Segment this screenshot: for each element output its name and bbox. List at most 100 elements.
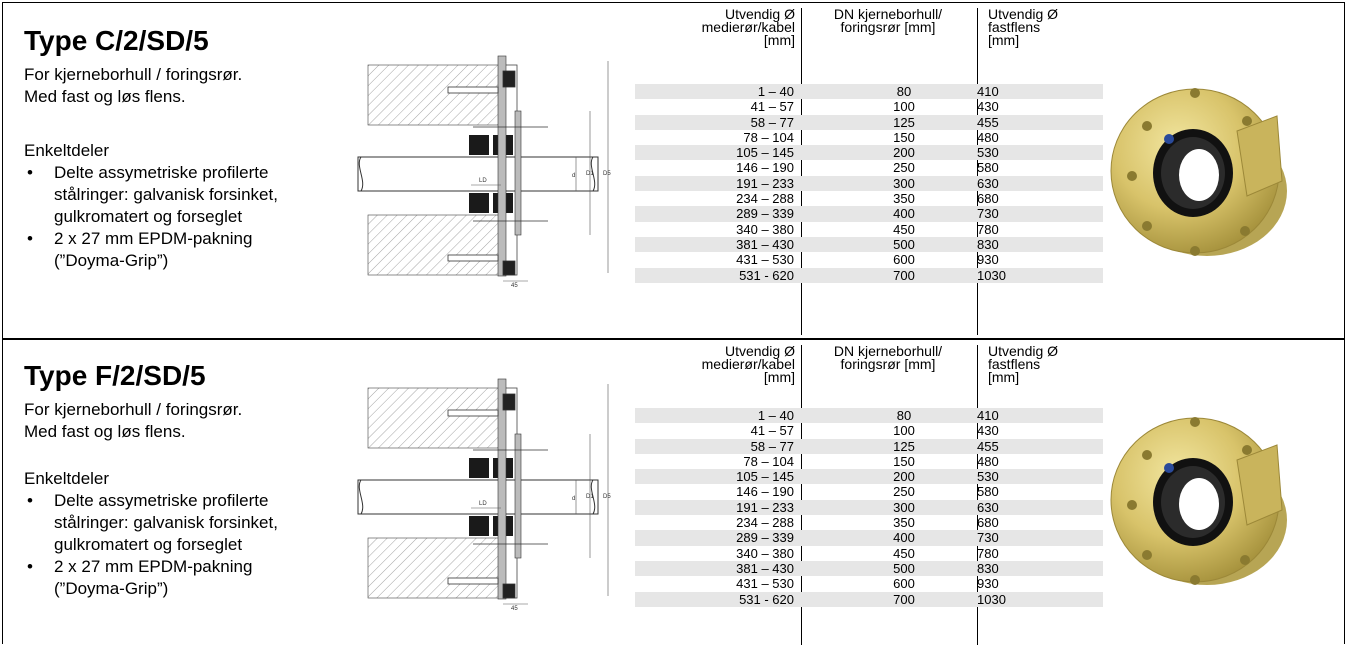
cell-dn: 150 xyxy=(893,453,915,469)
column-divider xyxy=(977,8,978,335)
table-row: 41 – 57 100 430 xyxy=(635,99,1103,114)
cell-outer-diameter: 431 – 530 xyxy=(736,576,794,592)
cell-outer-diameter: 340 – 380 xyxy=(736,545,794,561)
dimension-ld-label: LD xyxy=(479,178,487,184)
bullet-icon: • xyxy=(27,491,33,510)
table-row: 1 – 40 80 410 xyxy=(635,408,1103,424)
cell-outer-diameter: 531 - 620 xyxy=(739,267,794,283)
table-row: 234 – 288 350 680 xyxy=(635,515,1103,530)
cell-dn: 200 xyxy=(893,145,915,161)
table-row: 289 – 339 400 730 xyxy=(635,206,1103,222)
cell-outer-diameter: 1 – 40 xyxy=(757,408,794,423)
cell-flange-diameter: 430 xyxy=(977,99,999,115)
cell-outer-diameter: 41 – 57 xyxy=(750,423,794,439)
product-description-line-1: For kjerneborhull / foringsrør. xyxy=(24,400,243,419)
dimension-d-label: d xyxy=(572,173,575,179)
product-photo xyxy=(1110,88,1287,256)
cell-outer-diameter: 191 – 233 xyxy=(736,175,794,191)
cell-flange-diameter: 780 xyxy=(977,221,999,237)
cell-flange-diameter: 455 xyxy=(977,114,999,130)
parts-list: • Delte assymetriske profilerte stålring… xyxy=(24,490,344,600)
cell-dn: 700 xyxy=(893,591,915,607)
product-panel-type-c: Type C/2/SD/5 For kjerneborhull / foring… xyxy=(2,2,1345,339)
cell-dn: 80 xyxy=(896,84,912,99)
parts-list: • Delte assymetriske profilerte stålring… xyxy=(24,162,344,272)
table-row: 340 – 380 450 780 xyxy=(635,546,1103,561)
product-description-line-2: Med fast og løs flens. xyxy=(24,87,186,106)
cell-dn: 250 xyxy=(893,484,915,500)
table-row: 58 – 77 125 455 xyxy=(635,114,1103,130)
cell-outer-diameter: 191 – 233 xyxy=(736,499,794,515)
parts-list-item: • 2 x 27 mm EPDM-pakning (”Doyma-Grip”) xyxy=(27,229,253,270)
column-header-flange-diameter: Utvendig Ø fastflens [mm] xyxy=(988,6,1059,48)
cell-flange-diameter: 830 xyxy=(977,236,999,252)
cell-outer-diameter: 340 – 380 xyxy=(736,221,794,237)
column-divider xyxy=(801,345,802,645)
cell-dn: 500 xyxy=(893,236,915,252)
cell-dn: 100 xyxy=(893,99,915,115)
cell-outer-diameter: 58 – 77 xyxy=(750,438,794,454)
dimension-d1-label: D1 xyxy=(586,171,594,177)
parts-heading: Enkeltdeler xyxy=(24,469,110,488)
cell-outer-diameter: 78 – 104 xyxy=(743,453,794,469)
cell-flange-diameter: 530 xyxy=(977,145,999,161)
table-row: 431 – 530 600 930 xyxy=(635,252,1103,267)
cell-flange-diameter: 1030 xyxy=(977,591,1006,607)
cell-outer-diameter: 289 – 339 xyxy=(736,530,794,546)
cell-flange-diameter: 530 xyxy=(977,469,999,485)
bullet-icon: • xyxy=(27,229,33,248)
table-row: 381 – 430 500 830 xyxy=(635,236,1103,253)
table-row: 431 – 530 600 930 xyxy=(635,576,1103,591)
cell-outer-diameter: 431 – 530 xyxy=(736,252,794,268)
dimension-d5-label: D5 xyxy=(603,171,611,177)
dimension-d-label: d xyxy=(572,496,575,502)
cell-flange-diameter: 580 xyxy=(977,160,999,176)
cell-dn: 600 xyxy=(893,576,915,592)
cell-outer-diameter: 78 – 104 xyxy=(743,129,794,145)
column-divider xyxy=(977,345,978,645)
product-panel-type-f: Type F/2/SD/5 For kjerneborhull / foring… xyxy=(2,339,1345,645)
cell-flange-diameter: 730 xyxy=(977,206,999,222)
cell-flange-diameter: 780 xyxy=(977,545,999,561)
cell-dn: 700 xyxy=(893,267,915,283)
parts-heading: Enkeltdeler xyxy=(24,141,110,160)
cell-dn: 400 xyxy=(893,206,915,222)
dimension-table: Utvendig Ø medierør/kabel [mm] DN kjerne… xyxy=(635,344,1103,645)
parts-list-item: • 2 x 27 mm EPDM-pakning (”Doyma-Grip”) xyxy=(27,557,253,598)
table-body: 1 – 40 80 410 41 – 57 100 430 58 – 77 125 455 78 … xyxy=(635,84,1103,283)
cell-dn: 500 xyxy=(893,560,915,576)
bullet-icon: • xyxy=(27,557,33,576)
cell-flange-diameter: 630 xyxy=(977,499,999,515)
cell-flange-diameter: 580 xyxy=(977,484,999,500)
table-row: 531 - 620 700 1030 xyxy=(635,591,1103,607)
cell-flange-diameter: 830 xyxy=(977,560,999,576)
table-row: 191 – 233 300 630 xyxy=(635,499,1103,516)
table-row: 146 – 190 250 580 xyxy=(635,160,1103,175)
table-row: 146 – 190 250 580 xyxy=(635,484,1103,499)
cell-outer-diameter: 234 – 288 xyxy=(736,191,794,207)
cell-dn: 150 xyxy=(893,129,915,145)
cell-dn: 400 xyxy=(893,530,915,546)
cell-dn: 300 xyxy=(893,499,915,515)
cell-dn: 600 xyxy=(893,252,915,268)
table-row: 234 – 288 350 680 xyxy=(635,191,1103,206)
product-title: Type C/2/SD/5 xyxy=(24,25,209,56)
dimension-d5-label: D5 xyxy=(603,494,611,500)
table-row: 41 – 57 100 430 xyxy=(635,423,1103,438)
cell-flange-diameter: 480 xyxy=(977,129,999,145)
cell-outer-diameter: 1 – 40 xyxy=(757,84,794,99)
cell-outer-diameter: 105 – 145 xyxy=(736,469,794,485)
dimension-ld-label: LD xyxy=(479,501,487,507)
cell-flange-diameter: 730 xyxy=(977,530,999,546)
cell-dn: 450 xyxy=(893,221,915,237)
cell-outer-diameter: 146 – 190 xyxy=(736,484,794,500)
cell-flange-diameter: 680 xyxy=(977,515,999,531)
cell-outer-diameter: 234 – 288 xyxy=(736,515,794,531)
cell-flange-diameter: 455 xyxy=(977,438,999,454)
cell-outer-diameter: 531 - 620 xyxy=(739,591,794,607)
technical-drawing: LD d D1 D5 45 xyxy=(357,378,611,612)
cell-outer-diameter: 41 – 57 xyxy=(750,99,794,115)
table-row: 191 – 233 300 630 xyxy=(635,175,1103,192)
cell-flange-diameter: 930 xyxy=(977,576,999,592)
parts-list-item: • Delte assymetriske profilerte stålring… xyxy=(27,163,278,226)
